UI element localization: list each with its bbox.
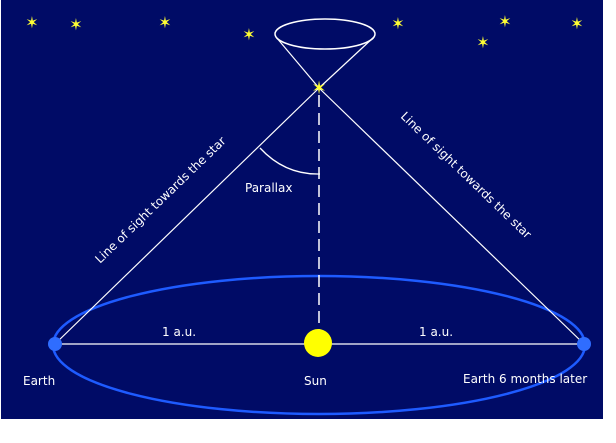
label-earth-6-months-later: Earth 6 months later: [463, 372, 587, 386]
label-1-au-left: 1 a.u.: [162, 325, 196, 339]
star-icon: ✶: [242, 27, 255, 44]
target-star-icon: ✶: [311, 78, 326, 98]
parallax-arc: [259, 147, 321, 175]
star-icon: ✶: [158, 15, 171, 32]
star-icon: ✶: [25, 15, 38, 32]
label-earth: Earth: [23, 374, 55, 388]
line-of-sight-left: [54, 87, 320, 345]
line-of-sight-right: [318, 87, 585, 345]
label-1-au-right: 1 a.u.: [419, 325, 453, 339]
earth-icon: [48, 337, 62, 351]
star-icon: ✶: [391, 16, 404, 33]
star-icon: ✶: [69, 17, 82, 34]
label-parallax: Parallax: [245, 181, 292, 195]
cone-right-edge: [318, 36, 375, 89]
label-sun: Sun: [304, 374, 327, 388]
star-icon: ✶: [498, 14, 511, 31]
sun-icon: [304, 329, 332, 357]
sky-background: [1, 0, 603, 419]
earth-icon: [577, 337, 591, 351]
star-icon: ✶: [570, 16, 583, 33]
parallax-cone-ellipse: [274, 18, 376, 50]
background-stars: ✶ ✶ ✶ ✶ ✶ ✶ ✶ ✶: [25, 14, 583, 52]
cone-left-edge: [275, 36, 320, 89]
star-icon: ✶: [476, 35, 489, 52]
